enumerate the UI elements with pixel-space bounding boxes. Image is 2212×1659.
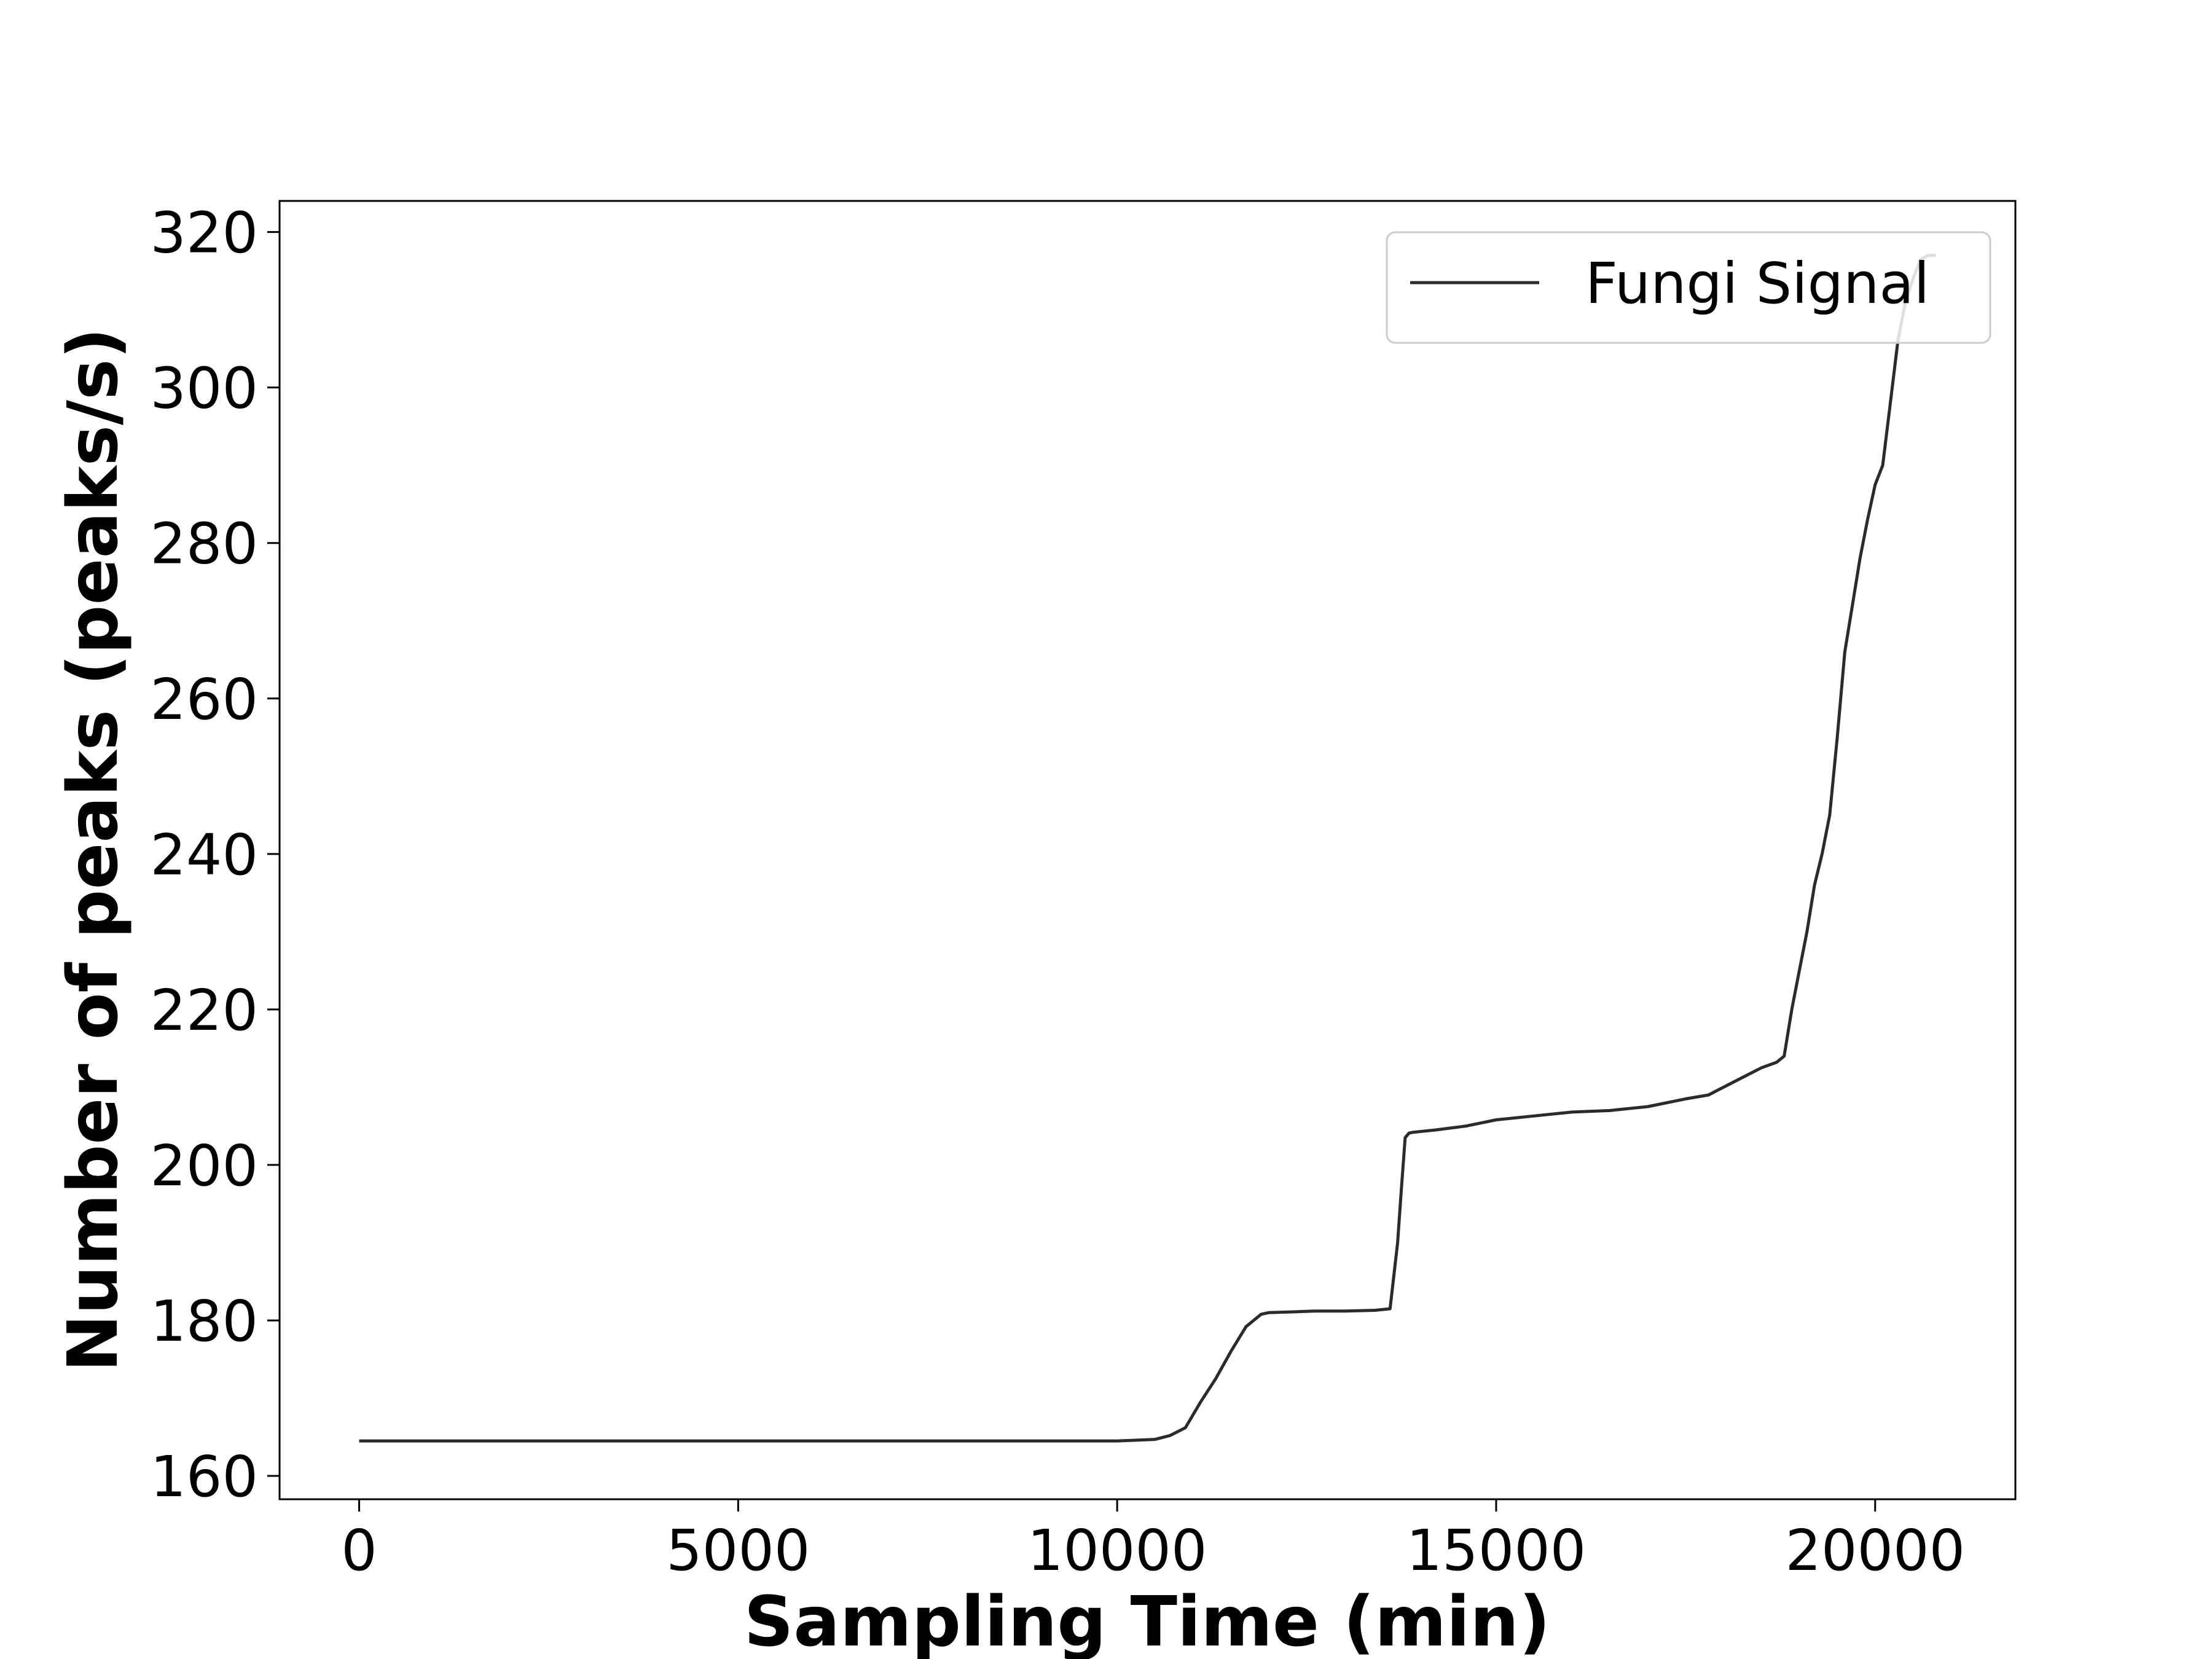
x-tick-label: 5000 [666,1518,810,1583]
y-tick-label: 320 [150,200,258,266]
x-tick-label: 20000 [1785,1518,1965,1583]
x-tick-label: 15000 [1406,1518,1586,1583]
y-tick-label: 260 [150,667,258,732]
plot-frame [278,200,2017,1500]
x-tick-label: 10000 [1027,1518,1207,1583]
y-tick-label: 280 [150,511,258,577]
x-tick-label: 0 [341,1518,377,1583]
plot-area: 0 5000 10000 15000 20000 160 180 200 220 240 260 2… [150,200,2017,1583]
y-tick-label: 220 [150,978,258,1043]
series-line-fungi-signal [359,254,1936,1443]
y-axis: 160 180 200 220 240 260 280 300 320 [150,200,280,1510]
y-axis-title: Number of peaks (peaks/s) [53,327,133,1372]
y-tick-label: 200 [150,1133,258,1199]
y-tick-label: 160 [150,1444,258,1510]
y-tick-label: 300 [150,356,258,422]
x-axis: 0 5000 10000 15000 20000 [341,1499,1965,1583]
y-tick-label: 180 [150,1288,258,1354]
legend-box [1386,231,1991,344]
legend: Fungi Signal [1386,231,1991,344]
legend-label-fungi-signal: Fungi Signal [1585,251,1929,316]
x-axis-title: Sampling Time (min) [744,1582,1550,1659]
y-tick-label: 240 [150,822,258,888]
